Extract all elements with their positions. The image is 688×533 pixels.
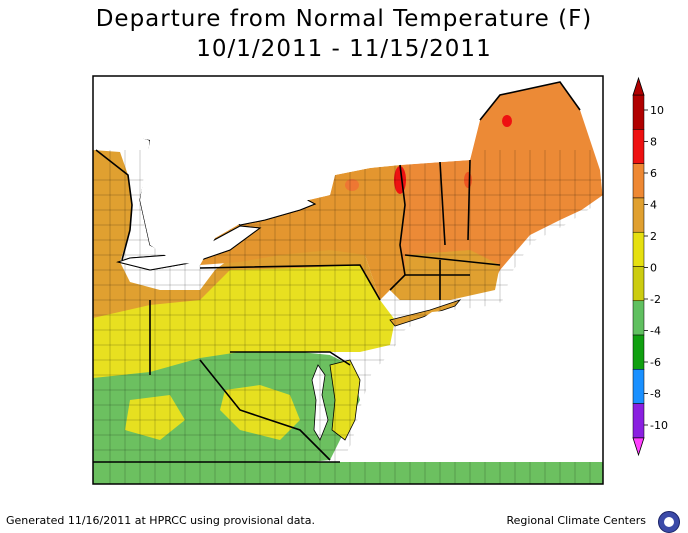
legend-label: 2 [650,230,657,243]
legend-label: 0 [650,262,657,275]
region-virginia-west-virginia [93,352,360,484]
legend-label: -8 [650,388,661,401]
rcc-logo-icon [658,511,680,533]
legend-label: 8 [650,136,657,149]
hotspot-northern-maine [502,115,512,127]
legend-swatch [632,403,645,439]
legend-swatch [632,334,645,370]
legend-label: -6 [650,356,661,369]
legend-label: 6 [650,167,657,180]
region-new-york [200,165,405,300]
state-borders [93,81,581,463]
region-new-england [390,82,603,300]
legend-label: 10 [650,104,664,117]
legend-swatch [632,231,645,267]
generated-note: Generated 11/16/2011 at HPRCC using prov… [6,514,315,527]
map-title: Departure from Normal Temperature (F) [95,6,593,32]
regional-climate-centers-label: Regional Climate Centers [506,514,646,527]
legend-label: -4 [650,325,661,338]
color-legend[interactable]: 10 8 6 4 2 0 -2 -4 -6 -8 -10 [632,76,668,457]
legend-swatch [632,163,645,199]
legend-swatch [632,300,645,336]
legend-label: -10 [650,419,668,432]
legend-swatch [632,94,645,130]
legend-arrow-high [632,76,645,96]
map-frame [92,75,604,485]
legend-swatch [632,129,645,164]
hotspot-ny-west [345,179,359,191]
legend-arrow-low [632,437,645,457]
legend-swatch [632,369,645,404]
legend-label: 4 [650,199,657,212]
legend-swatch [632,266,645,302]
map-date-range: 10/1/2011 - 11/15/2011 [196,36,492,62]
legend-label: -2 [650,293,661,306]
legend-swatch [632,197,645,233]
